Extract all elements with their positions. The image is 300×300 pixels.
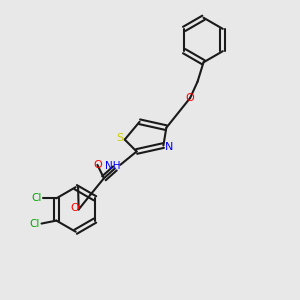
- Text: O: O: [186, 93, 194, 103]
- Text: S: S: [116, 133, 123, 143]
- Text: Cl: Cl: [30, 219, 40, 229]
- Text: O: O: [93, 160, 102, 170]
- Text: NH: NH: [105, 161, 121, 171]
- Text: N: N: [164, 142, 173, 152]
- Text: Cl: Cl: [31, 193, 42, 203]
- Text: O: O: [71, 203, 80, 213]
